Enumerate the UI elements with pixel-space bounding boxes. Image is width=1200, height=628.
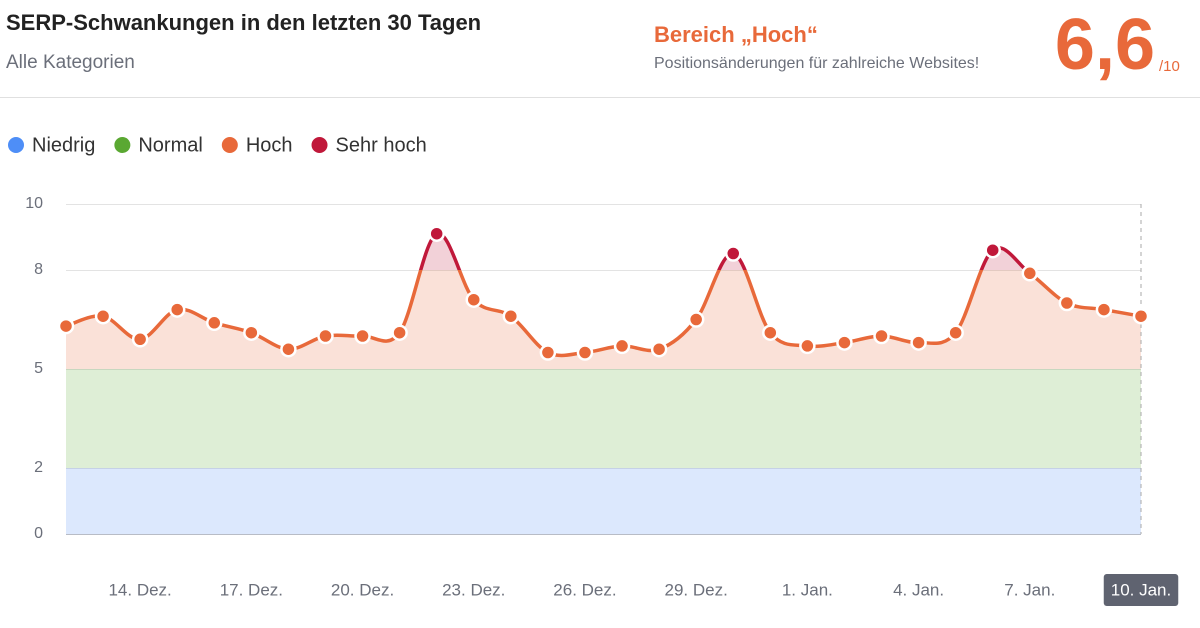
legend-label: Hoch	[246, 134, 293, 156]
x-tick-label: 1. Jan.	[782, 580, 833, 599]
x-tick-label: 29. Dez.	[665, 580, 728, 599]
y-tick-label: 5	[34, 360, 43, 377]
point	[94, 307, 112, 325]
point	[428, 225, 445, 242]
x-tick-label: 26. Dez.	[553, 580, 616, 599]
x-tick-label: 14. Dez.	[108, 580, 171, 599]
point	[391, 324, 408, 341]
point	[687, 311, 705, 328]
x-tick-label: 7. Jan.	[1004, 580, 1055, 599]
subtitle: Alle Kategorien	[6, 52, 135, 73]
range-label: Bereich „Hoch“	[654, 22, 818, 47]
point	[910, 334, 927, 351]
level-area	[66, 270, 1141, 369]
legend-label: Sehr hoch	[336, 134, 427, 156]
point	[206, 314, 223, 332]
point	[724, 245, 742, 262]
y-tick-label: 0	[34, 525, 43, 542]
current-date-box	[1103, 574, 1179, 606]
level-area	[66, 369, 1141, 468]
point	[873, 327, 890, 345]
point	[57, 317, 75, 335]
point	[1095, 301, 1113, 318]
legend-marker	[221, 137, 238, 153]
title: SERP-Schwankungen in den letzten 30 Tage…	[6, 10, 481, 35]
point	[168, 301, 186, 318]
point	[947, 324, 964, 341]
range-note: Positionsänderungen für zahlreiche Websi…	[654, 55, 979, 72]
x-tick-label: 17. Dez.	[220, 580, 283, 599]
score: 6,6	[1055, 5, 1155, 85]
point	[576, 344, 594, 361]
point	[280, 340, 297, 358]
legend-marker	[114, 137, 131, 153]
point	[762, 324, 779, 341]
point	[317, 327, 334, 345]
y-tick-label: 2	[34, 459, 43, 476]
point	[984, 241, 1001, 259]
legend-label: Niedrig	[32, 134, 95, 156]
x-tick-label: 10. Jan.	[1111, 580, 1172, 599]
point	[1132, 307, 1150, 325]
point	[502, 307, 520, 325]
y-tick-label: 8	[34, 261, 43, 278]
legend-marker	[8, 137, 24, 153]
point	[836, 334, 853, 351]
point	[131, 331, 149, 348]
x-tick-label: 23. Dez.	[442, 580, 505, 599]
y-tick-label: 10	[25, 195, 43, 212]
point	[1021, 265, 1039, 282]
x-tick-label: 20. Dez.	[331, 580, 394, 599]
point	[465, 291, 483, 308]
point	[650, 340, 668, 358]
score-scale: /10	[1159, 58, 1180, 75]
legend-label: Normal	[138, 134, 202, 156]
point	[354, 327, 371, 345]
point	[539, 344, 557, 361]
legend-marker	[311, 137, 328, 153]
point	[613, 337, 631, 355]
point	[799, 337, 816, 355]
point	[1058, 294, 1076, 312]
level-area	[66, 468, 1141, 534]
x-tick-label: 4. Jan.	[893, 580, 944, 599]
point	[243, 324, 260, 341]
